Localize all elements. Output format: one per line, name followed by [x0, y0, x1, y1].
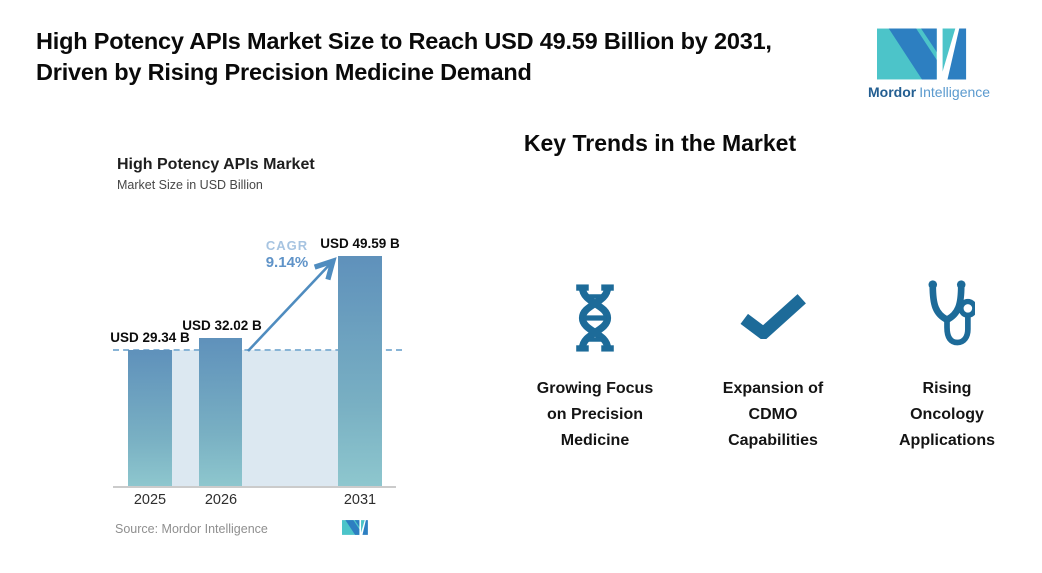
brand-name: Mordor Intelligence	[868, 84, 1028, 100]
brand-logo: Mordor Intelligence	[868, 28, 1028, 100]
axis-tick-2026: 2026	[204, 492, 238, 508]
x-axis-line	[113, 486, 396, 488]
page-title-line-1: High Potency APIs Market Size to Reach U…	[36, 28, 772, 54]
growth-arrow-icon	[247, 257, 337, 352]
source-caption: Source: Mordor Intelligence	[115, 522, 268, 536]
brand-name-light: Intelligence	[919, 84, 991, 100]
bar-2026	[199, 337, 242, 487]
stethoscope-icon	[928, 280, 975, 346]
trend-card-oncology: Rising Oncology Applications	[857, 272, 1037, 454]
mordor-logo-icon	[877, 28, 967, 80]
page-title: High Potency APIs Market Size to Reach U…	[36, 26, 856, 88]
dna-icon	[576, 284, 614, 352]
cagr-label: CAGR	[265, 238, 309, 253]
trend-card-precision-medicine: Growing Focus on Precision Medicine	[505, 272, 685, 454]
chart-subtitle: Market Size in USD Billion	[117, 178, 263, 192]
chart-title: High Potency APIs Market	[117, 156, 315, 173]
bar-2025	[128, 350, 172, 487]
bar-2031	[338, 256, 382, 487]
bar-value-label-2026: USD 32.02 B	[182, 317, 262, 333]
trend-icon-box	[505, 272, 685, 352]
bar-value-label-2031: USD 49.59 B	[320, 236, 400, 252]
reference-dashed-line	[113, 349, 402, 352]
key-trends-heading: Key Trends in the Market	[523, 130, 797, 156]
axis-tick-2025: 2025	[133, 492, 167, 508]
checkmark-icon	[740, 294, 806, 339]
trend-icon-box	[857, 272, 1037, 352]
trend-label: Growing Focus on Precision Medicine	[536, 380, 654, 449]
trend-label: Rising Oncology Applications	[898, 380, 995, 449]
trend-icon-box	[683, 272, 863, 352]
bar-value-label-2025: USD 29.34 B	[110, 330, 190, 346]
cagr-value: 9.14%	[265, 254, 309, 271]
axis-tick-2031: 2031	[343, 492, 377, 508]
mordor-logo-icon-small	[342, 520, 368, 535]
trend-card-cdmo: Expansion of CDMO Capabilities	[683, 272, 863, 454]
trend-label: Expansion of CDMO Capabilities	[722, 380, 824, 449]
page-title-line-2: Driven by Rising Precision Medicine Dema…	[36, 59, 532, 85]
brand-name-bold: Mordor	[868, 84, 917, 100]
